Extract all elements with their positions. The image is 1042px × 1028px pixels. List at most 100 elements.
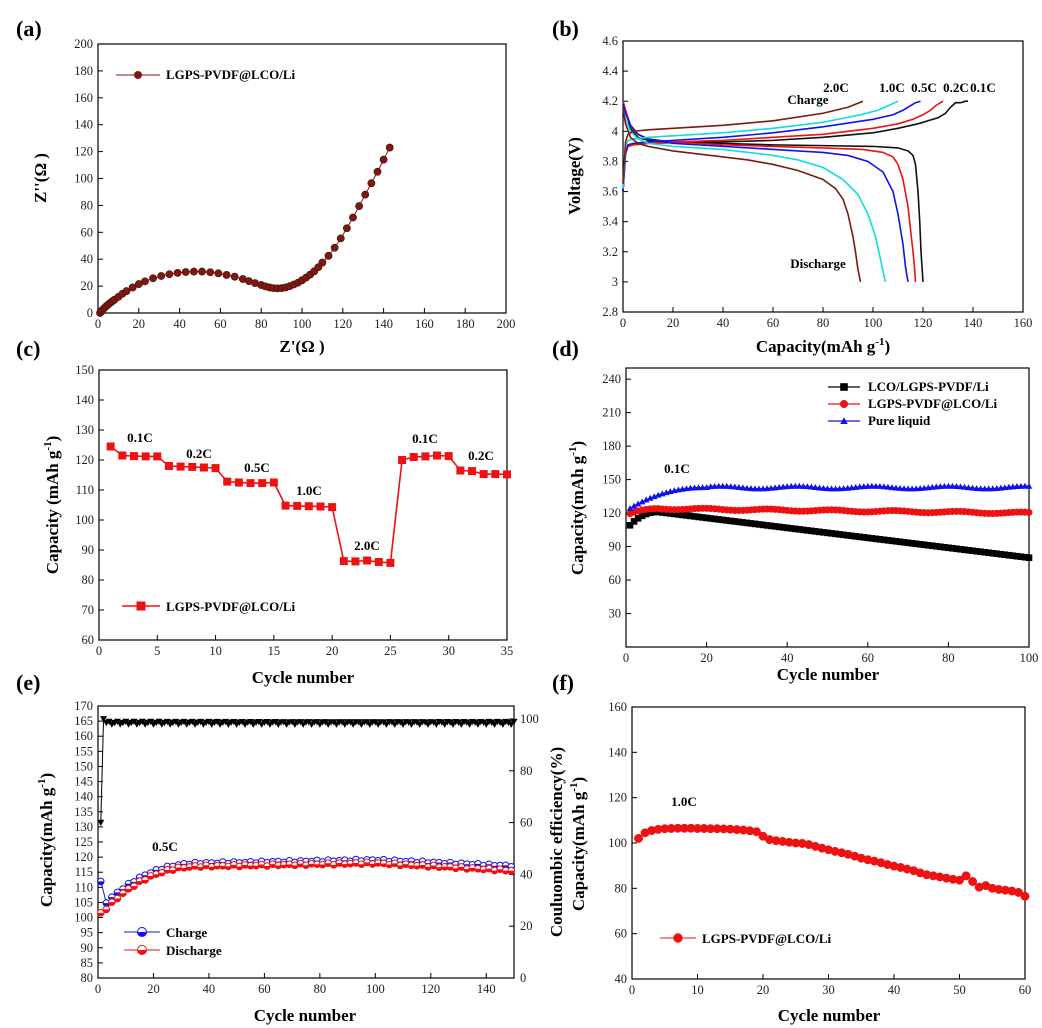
data-point: [969, 547, 976, 555]
data-point: [888, 537, 896, 545]
x-tick-label: 0: [95, 317, 101, 331]
x-axis-label: Cycle number: [252, 668, 355, 687]
y-tick-label: 120: [75, 453, 94, 467]
annotation-rate: 2.0C: [354, 538, 380, 553]
marker-half: [424, 866, 432, 871]
annotation-rate: 0.5C: [911, 80, 937, 95]
data-point: [892, 538, 900, 545]
data-point: [860, 534, 868, 541]
data-point: [328, 503, 337, 512]
data-point: [916, 540, 924, 548]
data-point: [783, 524, 791, 532]
x-tick-label: 40: [717, 316, 730, 330]
data-point: [318, 860, 327, 869]
data-point: [626, 521, 634, 529]
data-point: [307, 860, 316, 868]
y-tick-label: 3.2: [602, 245, 618, 259]
x-tick-label: 20: [326, 644, 339, 658]
discharge-curve: [622, 101, 924, 282]
data-point: [638, 512, 646, 520]
annotation-rate: 0.1C: [664, 461, 690, 476]
y-tick-label: 3.4: [602, 215, 618, 229]
label-part: Capacity(mAh g: [756, 337, 876, 356]
data-point: [735, 518, 743, 526]
label-superscript: -1: [567, 447, 579, 456]
label-superscript: -1: [568, 783, 580, 792]
y-axis-label: Capacity (mAh g-1): [42, 436, 62, 575]
data-point: [642, 496, 650, 503]
x-axis-label: Cycle number: [777, 665, 880, 684]
data-point: [463, 865, 471, 873]
marker-half: [507, 870, 515, 874]
data-point: [96, 877, 105, 886]
plot-frame: [98, 369, 508, 641]
data-point: [965, 484, 972, 491]
data-point: [456, 466, 465, 475]
panel-label-b: (b): [552, 16, 579, 41]
data-point: [791, 525, 799, 533]
y-tick-label: 125: [74, 835, 93, 849]
y-tick-label: 3: [612, 275, 618, 289]
data-point: [828, 530, 835, 537]
data-point: [945, 544, 952, 552]
data-point: [953, 483, 960, 489]
data-point: [141, 876, 149, 884]
data-point: [719, 516, 727, 524]
data-point: [908, 539, 916, 547]
data-point: [961, 483, 968, 490]
y-tick-label: 60: [81, 225, 94, 239]
legend-label: Charge: [166, 925, 207, 940]
data-point: [1014, 887, 1023, 897]
x-tick-label: 140: [964, 316, 983, 330]
data-point: [108, 898, 116, 906]
marker-half: [141, 879, 149, 884]
y-tick-label: 140: [74, 790, 93, 804]
data-point: [141, 452, 150, 461]
marker-half: [452, 868, 460, 872]
marker-half: [485, 868, 493, 872]
data-point: [820, 529, 827, 536]
x-tick-label: 20: [147, 982, 160, 996]
y-axis-label: Capacity(mAh g-1): [568, 777, 588, 911]
marker-half: [137, 932, 147, 937]
marker-half: [474, 868, 482, 873]
data-point: [634, 500, 642, 507]
data-point: [763, 522, 771, 529]
data-point: [1001, 551, 1009, 559]
discharge-curve: [622, 108, 887, 283]
data-point: [812, 528, 819, 535]
y-axis-label: Capacity(mAh g-1): [567, 441, 587, 575]
annotation-discharge: Discharge: [790, 256, 846, 271]
data-point: [451, 864, 460, 873]
data-point: [235, 862, 244, 871]
data-point: [339, 557, 348, 566]
data-point: [707, 515, 714, 522]
y-tick-label: 60: [609, 573, 622, 587]
x-tick-label: 80: [255, 317, 268, 331]
marker-half: [147, 875, 154, 880]
marker-half: [297, 863, 304, 867]
data-point: [252, 861, 260, 870]
marker-half: [169, 870, 177, 874]
x-tick-label: 100: [293, 317, 312, 331]
data-point: [385, 143, 394, 152]
data-point: [715, 516, 722, 523]
data-point: [699, 514, 706, 521]
y-tick-label: 165: [74, 714, 93, 728]
data-point: [752, 827, 761, 837]
chart-b-voltage-profiles: 0 20 40 60 80 100 120 140 160 2.8 3 3.2 3.4 3.6 3.8 4 4.…: [565, 34, 1032, 356]
y-tick-label: 40: [81, 252, 94, 266]
label-part: Capacity (mAh g: [43, 450, 62, 574]
x-tick-label: 100: [1020, 651, 1039, 665]
data-point: [892, 484, 900, 491]
y2-tick-label: 100: [520, 712, 539, 726]
x-tick-label: 140: [374, 317, 393, 331]
data-point: [884, 483, 892, 490]
legend-label: LGPS-PVDF@LCO/Li: [868, 396, 997, 411]
marker-half: [191, 865, 199, 870]
chart-d-cycling-comparison: 0 20 40 60 80 100 30 60 90 120 150 180 210 240 LCO/LGP…: [567, 367, 1039, 684]
marker-half: [341, 864, 349, 868]
x-tick-label: 100: [366, 982, 385, 996]
marker-half: [369, 863, 376, 868]
